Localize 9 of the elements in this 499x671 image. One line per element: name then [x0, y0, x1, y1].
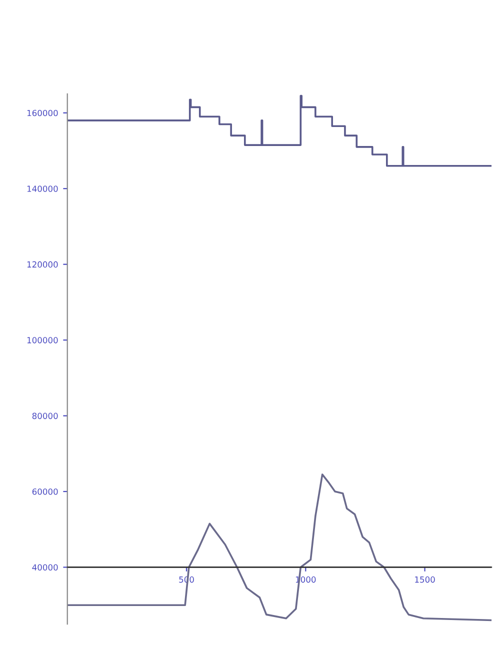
x-tick-label: 1500 [415, 576, 435, 583]
y-tick-label: 140000 [27, 186, 58, 192]
y-tick-label: 160000 [27, 110, 58, 116]
y-tick-label: 120000 [27, 261, 58, 268]
line-series [67, 474, 492, 622]
y-tick-label: 60000 [32, 488, 58, 495]
y-tick-label: 80000 [32, 412, 58, 420]
y-tick-label: 100000 [27, 337, 58, 344]
y-tick-label: 40000 [32, 564, 58, 571]
